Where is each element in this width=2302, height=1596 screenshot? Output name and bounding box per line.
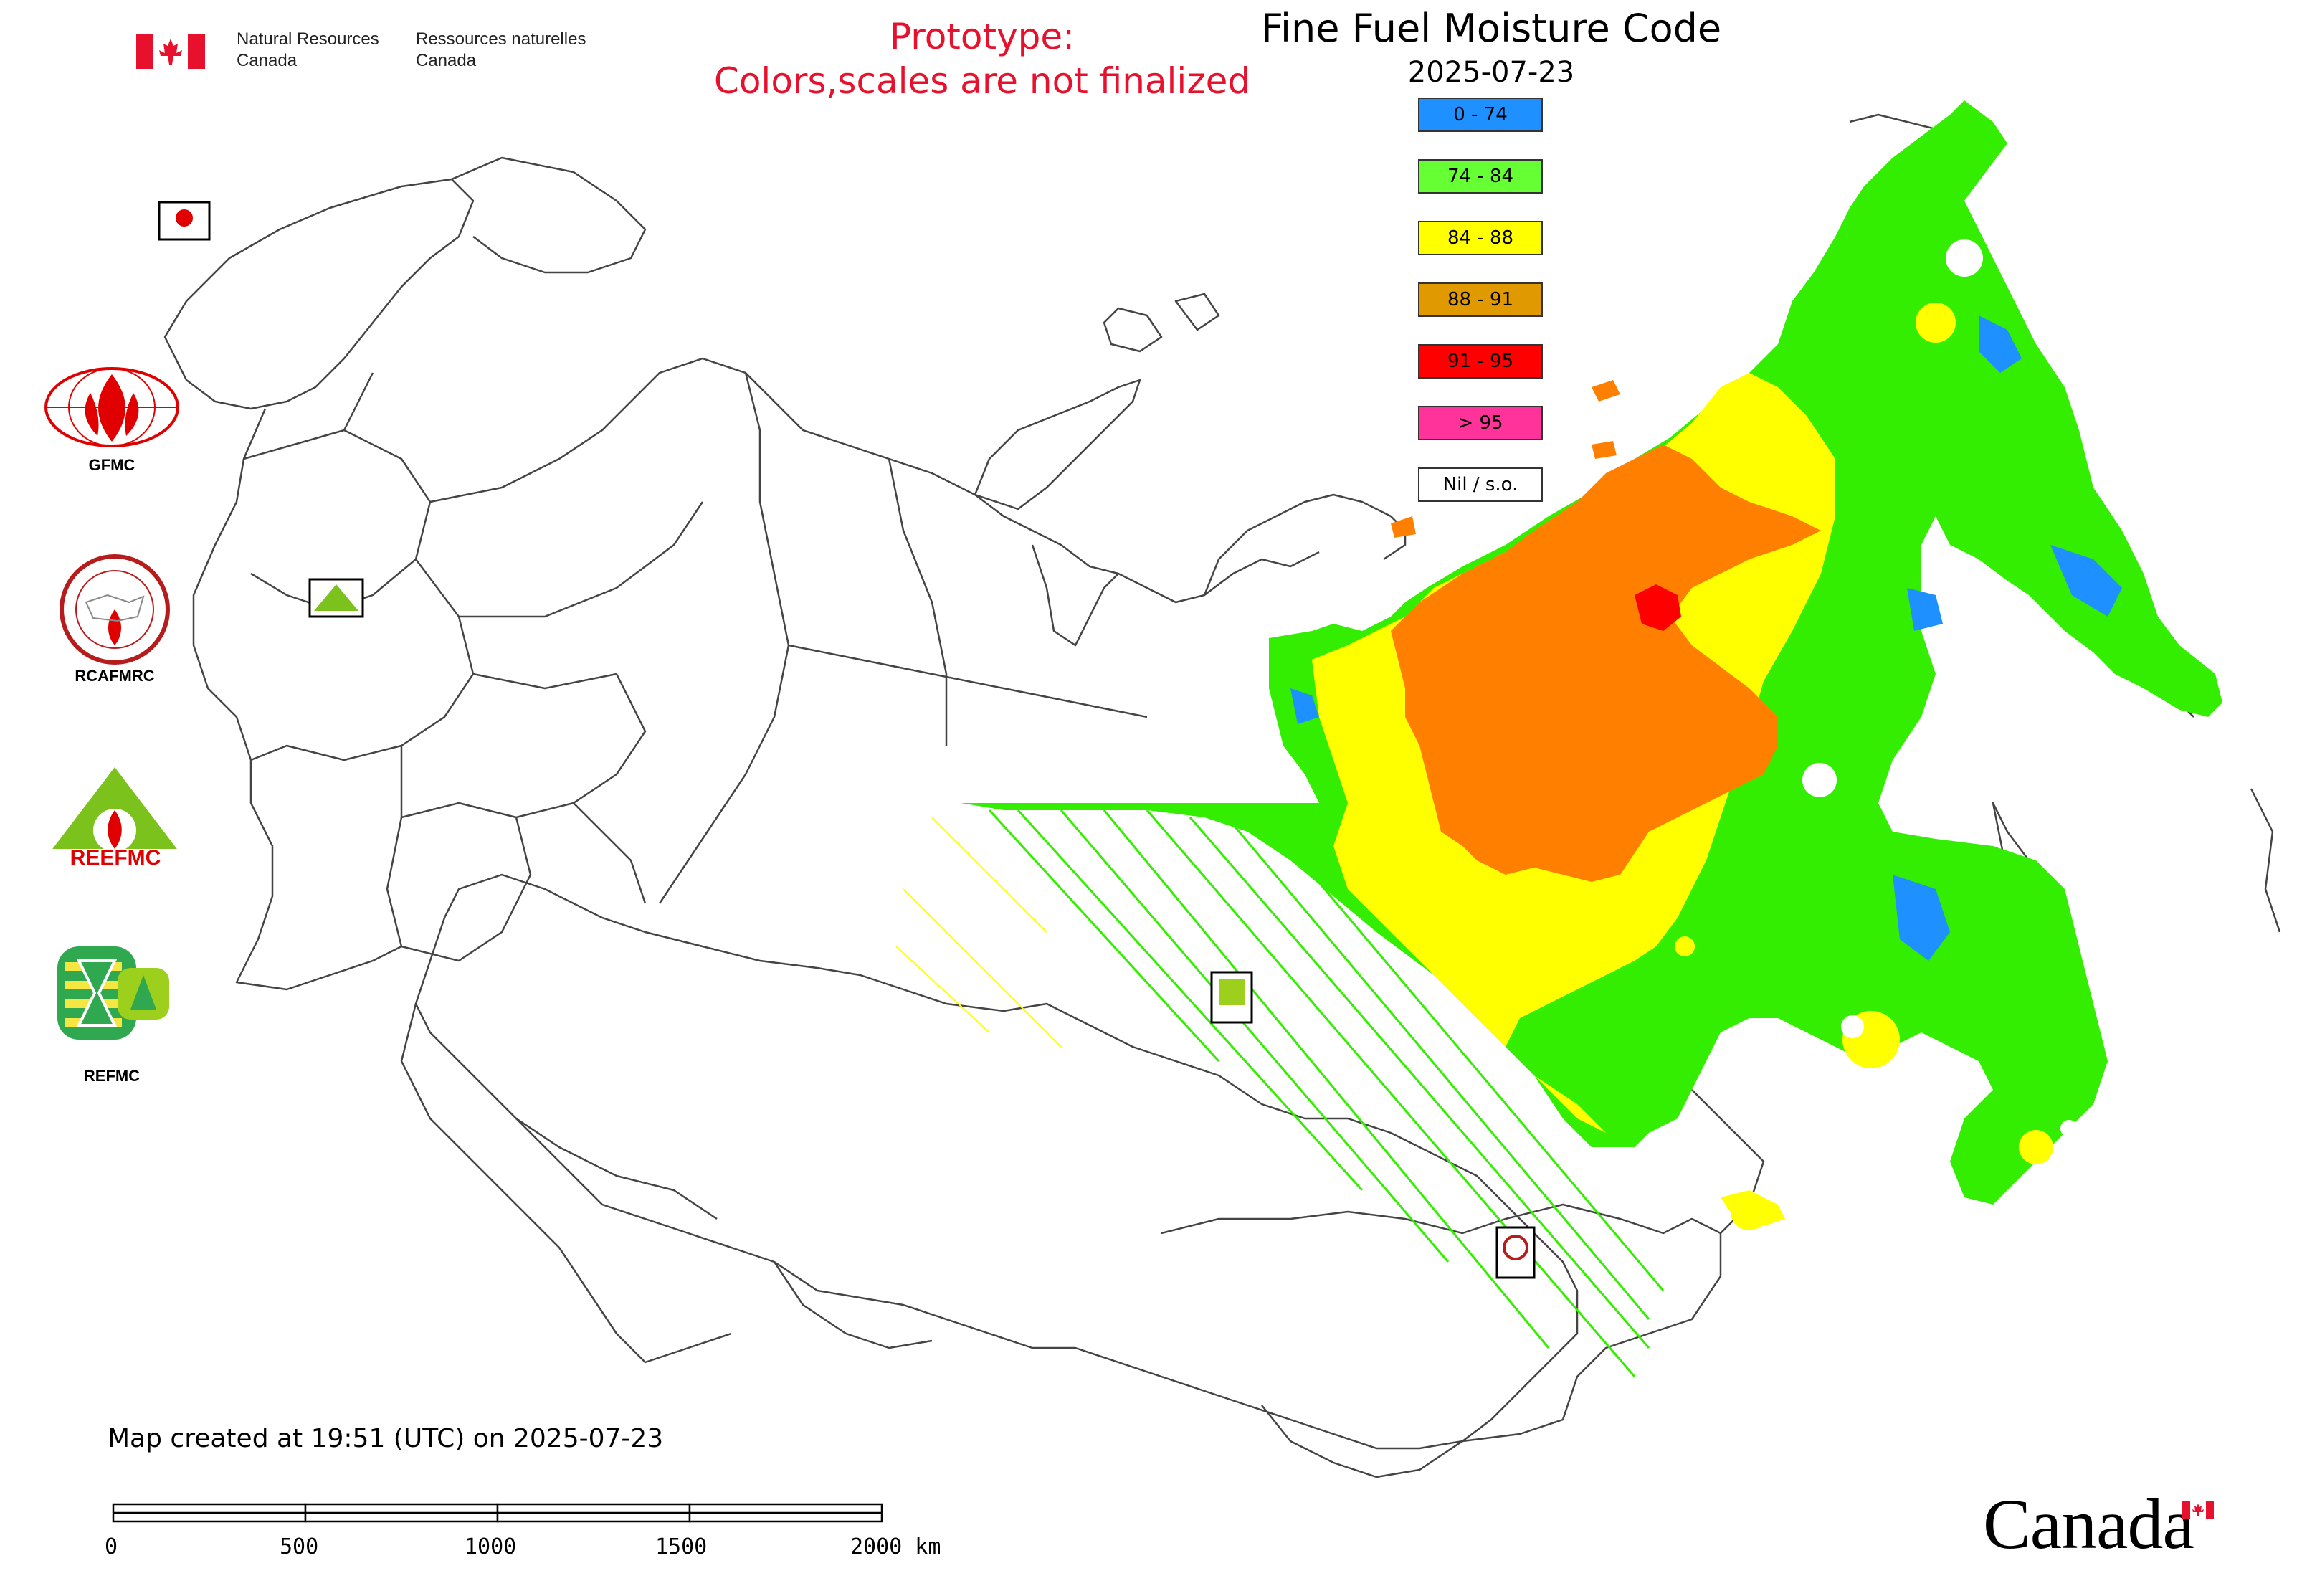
ffmc-nil-holes <box>1679 239 2078 1137</box>
scale-label-500: 500 <box>280 1534 319 1559</box>
streak <box>1103 809 1550 1349</box>
blue-patch <box>1907 588 1943 631</box>
map-markers <box>158 201 1536 1279</box>
dept-fr-line1: Ressources naturelles <box>416 29 586 49</box>
orange-island <box>1592 441 1617 459</box>
legend-item-84-88: 84 - 88 <box>1418 221 1543 255</box>
ffmc-yellow-spots <box>1675 303 2053 1230</box>
yamal <box>1031 544 1119 647</box>
gfmc-logo-icon <box>44 367 179 447</box>
nil-hole <box>1679 1111 1699 1131</box>
prototype-notice: Prototype: Colors,scales are not finaliz… <box>660 14 1305 103</box>
rcafmrc-marker-icon <box>1503 1235 1528 1260</box>
refmc-logo-icon <box>57 946 169 1040</box>
legend-item-over-95: > 95 <box>1418 406 1543 440</box>
reefmc-logo-icon <box>39 767 191 869</box>
regions-volga <box>401 673 647 962</box>
blue-patch <box>1979 315 2022 373</box>
legend-item-88-91: 88 - 91 <box>1418 282 1543 317</box>
taymyr <box>1203 493 1407 596</box>
canada-wordmark-flag-icon <box>2182 1501 2214 1519</box>
legend-item-91-95: 91 - 95 <box>1418 344 1543 379</box>
streak <box>988 809 1220 1063</box>
streak <box>903 888 1062 1048</box>
scale-label-1000: 1000 <box>465 1534 517 1559</box>
mongolia-border <box>1161 1203 1722 1443</box>
map-date: 2025-07-23 <box>1407 56 1575 89</box>
kola-outline <box>451 156 647 274</box>
map-created-timestamp: Map created at 19:51 (UTC) on 2025-07-23 <box>108 1424 664 1453</box>
streak <box>1017 809 1364 1192</box>
scale-bar <box>112 1503 883 1523</box>
scale-label-2000: 2000 km <box>850 1534 941 1559</box>
dept-en-line2: Canada <box>237 51 298 70</box>
blue-patch <box>1290 688 1319 724</box>
ffmc-orange-islands <box>1391 380 1620 538</box>
dept-en-line1: Natural Resources <box>237 29 379 49</box>
scale-label-1500: 1500 <box>655 1534 708 1559</box>
siberia-regions <box>658 372 1148 904</box>
west-border <box>192 408 402 991</box>
streak <box>931 817 1047 933</box>
canada-flag-icon <box>136 34 205 69</box>
streak <box>1060 809 1450 1263</box>
orange-island <box>1592 380 1620 402</box>
legend-item-74-84: 74 - 84 <box>1418 159 1543 194</box>
streak <box>895 946 990 1033</box>
prototype-line1: Prototype: <box>889 16 1075 57</box>
gfmc-marker-icon <box>176 209 193 227</box>
orange-island <box>1391 516 1416 538</box>
streak <box>1275 831 1665 1291</box>
blue-patch <box>1893 875 1950 961</box>
ffmc-yellow-coast <box>1721 1190 1785 1226</box>
kazakhstan-border <box>414 873 1579 1450</box>
streak <box>1232 824 1650 1320</box>
ffmc-orange-area <box>1391 445 1821 882</box>
gfmc-label: GFMC <box>88 456 135 474</box>
ffmc-streaks <box>988 809 1665 1377</box>
scale-label-0: 0 <box>105 1534 118 1559</box>
arctic-coast-west <box>630 357 1320 604</box>
rcafmrc-logo-icon <box>60 554 170 665</box>
refmc-label: REFMC <box>83 1067 141 1085</box>
nil-hole <box>1802 763 1837 797</box>
streak <box>1189 817 1650 1349</box>
china-border <box>1261 1089 1765 1478</box>
streak <box>1146 809 1636 1377</box>
nil-hole <box>1946 239 1983 277</box>
ffmc-blue-patches <box>1290 315 2122 961</box>
central-asia-borders <box>400 1003 933 1364</box>
nil-hole <box>2060 1120 2078 1137</box>
refmc-marker-icon <box>1219 979 1245 1005</box>
yellow-spot <box>2019 1130 2053 1164</box>
novaya-zemlya <box>974 379 1141 510</box>
scandinavia-outline <box>163 178 475 410</box>
dept-name-fr: Ressources naturelles Canada <box>416 29 586 72</box>
reefmc-marker-icon <box>314 584 358 611</box>
reefmc-label: REEFMC <box>70 846 161 870</box>
regions-west <box>243 372 704 947</box>
canada-wordmark: Canada <box>1983 1484 2194 1564</box>
legend-item-0-74: 0 - 74 <box>1418 98 1543 132</box>
ffmc-red-spot <box>1635 584 1681 631</box>
severnaya-zemlya <box>1103 293 1220 353</box>
yellow-spot <box>1916 303 1956 343</box>
yellow-spot <box>1675 936 1695 956</box>
legend-item-nil: Nil / s.o. <box>1418 467 1543 502</box>
ffmc-raster <box>895 100 2222 1377</box>
prototype-line2: Colors,scales are not finalized <box>713 60 1251 102</box>
dept-fr-line2: Canada <box>416 51 477 70</box>
nil-hole <box>1841 1015 1864 1038</box>
rcafmrc-label: RCAFMRC <box>75 667 155 685</box>
ffmc-yellow-streaks <box>895 817 1062 1048</box>
dept-name-en: Natural Resources Canada <box>237 29 379 72</box>
map-title: Fine Fuel Moisture Code <box>1260 6 1722 51</box>
blue-patch <box>2050 545 2122 617</box>
